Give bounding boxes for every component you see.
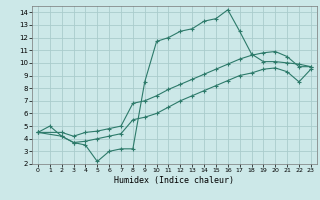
X-axis label: Humidex (Indice chaleur): Humidex (Indice chaleur) — [115, 176, 234, 185]
